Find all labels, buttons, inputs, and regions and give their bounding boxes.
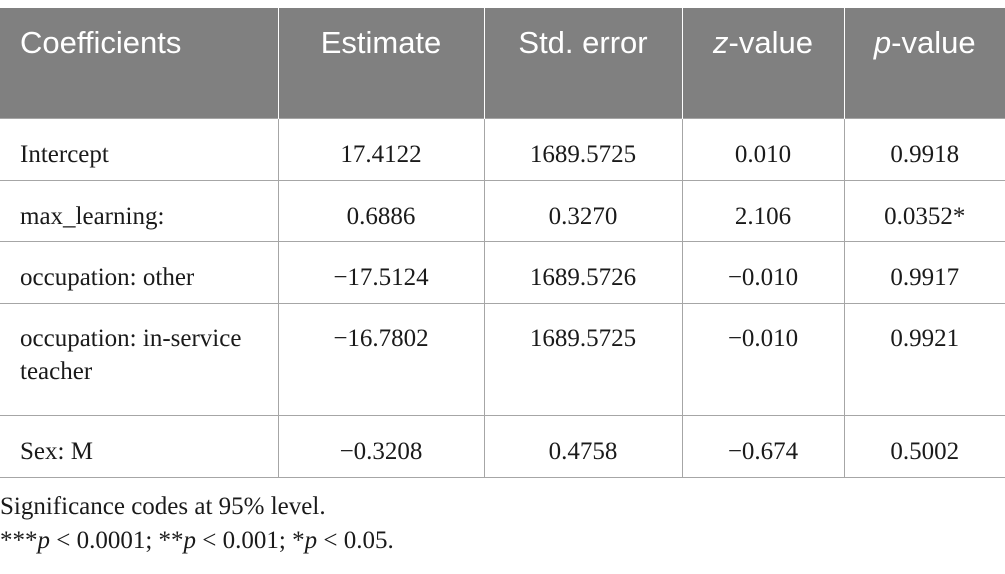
cell-estimate: −0.3208	[277, 414, 485, 478]
cell-std-error: 0.4758	[483, 414, 683, 478]
cell-z-value: −0.674	[681, 414, 845, 478]
header-std-error: Std. error	[484, 8, 683, 118]
cell-std-error: 0.3270	[483, 179, 683, 242]
header-coefficients: Coefficients	[0, 8, 279, 118]
cell-estimate: 17.4122	[277, 117, 485, 181]
cell-p-value: 0.9917	[843, 240, 1005, 304]
cell-coefficient: occupation: other	[0, 240, 279, 304]
cell-z-value: 2.106	[681, 179, 845, 242]
header-z-value: z-value	[682, 8, 845, 118]
header-estimate: Estimate	[278, 8, 485, 118]
header-row: Coefficients Estimate Std. error z-value…	[0, 8, 1005, 118]
table-row: Sex: M −0.3208 0.4758 −0.674 0.5002	[0, 414, 1005, 478]
footnote-significance: Significance codes at 95% level.	[0, 493, 326, 520]
cell-estimate: −16.7802	[277, 302, 485, 416]
cell-std-error: 1689.5726	[483, 240, 683, 304]
cell-std-error: 1689.5725	[483, 302, 683, 416]
cell-p-value: 0.9921	[843, 302, 1005, 416]
cell-coefficient: occupation: in-service teacher	[0, 302, 279, 416]
table-row: max_learning: 0.6886 0.3270 2.106 0.0352…	[0, 179, 1005, 242]
table-row: occupation: in-service teacher −16.7802 …	[0, 302, 1005, 416]
cell-coefficient: max_learning:	[0, 179, 279, 242]
cell-z-value: −0.010	[681, 240, 845, 304]
cell-estimate: −17.5124	[277, 240, 485, 304]
cell-z-value: −0.010	[681, 302, 845, 416]
cell-estimate: 0.6886	[277, 179, 485, 242]
table-footnotes: Significance codes at 95% level. ***p < …	[0, 490, 394, 558]
coefficients-table: Coefficients Estimate Std. error z-value…	[0, 8, 1005, 478]
cell-coefficient: Sex: M	[0, 414, 279, 478]
cell-std-error: 1689.5725	[483, 117, 683, 181]
table-row: Intercept 17.4122 1689.5725 0.010 0.9918	[0, 117, 1005, 181]
cell-z-value: 0.010	[681, 117, 845, 181]
cell-coefficient: Intercept	[0, 117, 279, 181]
cell-p-value: 0.0352*	[843, 179, 1005, 242]
cell-p-value: 0.5002	[843, 414, 1005, 478]
cell-p-value: 0.9918	[843, 117, 1005, 181]
header-p-value: p-value	[844, 8, 1005, 118]
footnote-p-thresholds: ***p < 0.0001; **p < 0.001; *p < 0.05.	[0, 527, 394, 554]
table-row: occupation: other −17.5124 1689.5726 −0.…	[0, 240, 1005, 304]
